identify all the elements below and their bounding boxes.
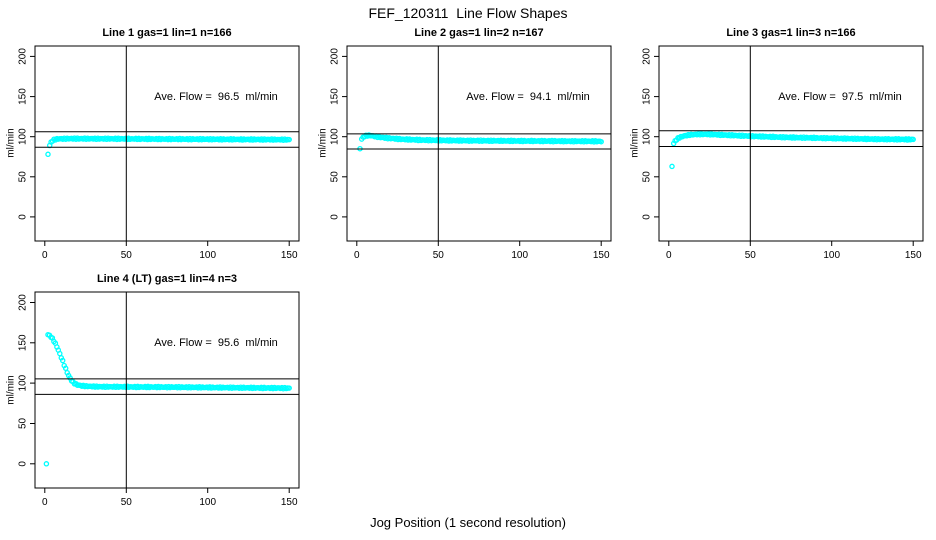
y-tick-label: 200 [18,294,29,311]
panel-2-y-axis-label: ml/min [317,128,329,158]
x-tick-label: 50 [745,250,757,261]
x-tick-label: 0 [42,250,48,261]
y-tick-label: 0 [642,214,653,220]
x-tick-label: 50 [121,250,133,261]
y-tick-label: 150 [18,334,29,351]
panel-4-plot: 0 50 100 150 0 50 100 150 200 [18,291,300,508]
panel-4-title: Line 4 (LT) gas=1 lin=4 n=3 [96,273,238,285]
data-point [62,365,69,372]
y-tick-label: 150 [18,88,29,105]
x-tick-label: 0 [42,497,48,508]
y-tick-label: 100 [18,128,29,145]
data-point [286,136,292,143]
x-tick-label: 150 [593,250,610,261]
panel-4-ave-flow-annotation: Ave. Flow = 95.6 ml/min [154,337,278,349]
y-tick-label: 100 [18,374,29,391]
panel-1-scatter-points [45,135,292,158]
panel-4-scatter-points [43,331,292,467]
panel-1-y-axis-label: ml/min [5,128,17,158]
y-tick-label: 0 [18,461,29,467]
data-point-outlier [45,151,51,158]
y-tick-label: 50 [330,171,341,183]
y-tick-label: 50 [18,171,29,183]
x-tick-label: 100 [199,250,216,261]
y-tick-label: 100 [330,128,341,145]
data-point [286,385,292,391]
data-point-outlier [43,461,50,467]
panel-3-y-axis-label: ml/min [629,128,641,158]
x-tick-label: 0 [666,250,672,261]
panel-2-plot: 0 50 100 150 0 50 100 150 200 [330,45,612,261]
x-tick-label: 100 [511,250,528,261]
x-tick-label: 50 [121,497,133,508]
panel-4-y-axis-label: ml/min [5,375,17,405]
x-tick-label: 50 [433,250,445,261]
x-axis-label: Jog Position (1 second resolution) [370,515,566,530]
panel-2-ave-flow-annotation: Ave. Flow = 94.1 ml/min [466,91,590,103]
data-point [598,138,604,145]
plot-box [34,45,300,242]
data-point-outlier [669,163,675,170]
panel-1-plot: 0 50 100 150 0 50 100 150 200 [18,45,300,261]
x-tick-label: 100 [199,497,216,508]
y-tick-label: 150 [330,88,341,105]
panel-1-ave-flow-annotation: Ave. Flow = 96.5 ml/min [154,91,278,103]
x-tick-label: 150 [281,497,298,508]
panel-3-scatter-points [669,130,916,170]
y-tick-label: 200 [642,48,653,65]
panel-3-plot: 0 50 100 150 0 50 100 150 200 [642,45,924,261]
x-tick-label: 150 [905,250,922,261]
plot-box [658,45,924,242]
panel-3-ave-flow-annotation: Ave. Flow = 97.5 ml/min [778,91,902,103]
figure-title: FEF_120311 Line Flow Shapes [368,5,568,21]
x-tick-label: 100 [823,250,840,261]
y-tick-label: 150 [642,88,653,105]
panel-2-title: Line 2 gas=1 lin=2 n=167 [414,27,544,39]
y-tick-label: 50 [642,171,653,183]
x-tick-label: 0 [354,250,360,261]
panel-3-title: Line 3 gas=1 lin=3 n=166 [726,27,856,39]
data-point [910,136,916,143]
plot-box [34,291,300,489]
y-tick-label: 50 [18,417,29,429]
x-tick-label: 150 [281,250,298,261]
y-tick-label: 200 [330,48,341,65]
y-tick-label: 100 [642,128,653,145]
plot-box [346,45,612,242]
y-tick-label: 0 [18,214,29,220]
y-tick-label: 0 [330,214,341,220]
panel-2-scatter-points [357,132,604,152]
panel-1-title: Line 1 gas=1 lin=1 n=166 [102,27,232,39]
data-point [59,357,66,364]
y-tick-label: 200 [18,48,29,65]
